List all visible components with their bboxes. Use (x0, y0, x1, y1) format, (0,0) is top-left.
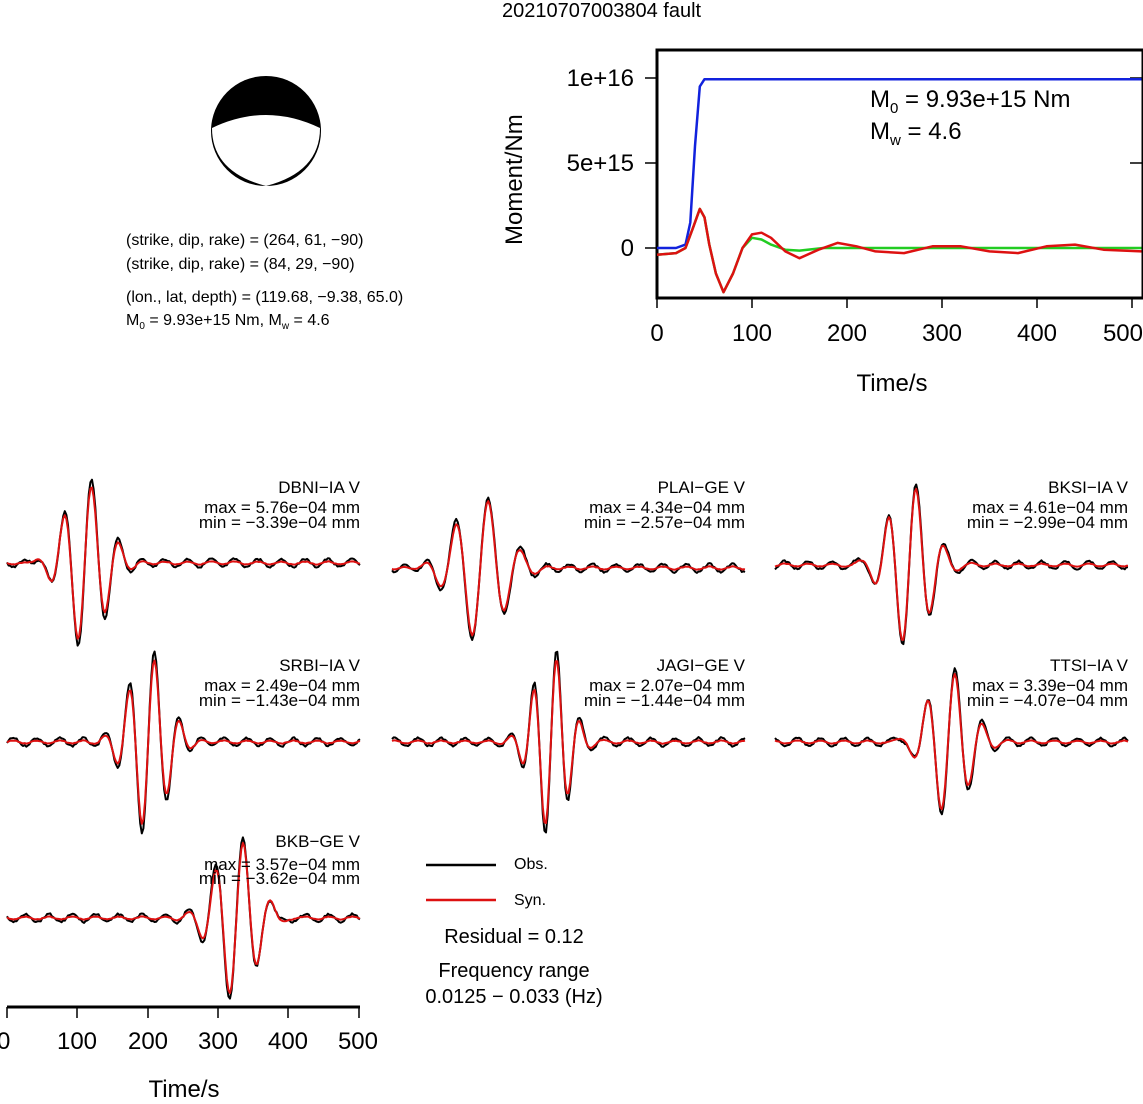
moment-xtick-0: 0 (650, 320, 664, 347)
moment-annot-m0: M0 = 9.93e+15 Nm (870, 86, 1071, 117)
wave-3-max: max = 4.61e−04 mm (972, 498, 1128, 517)
wave-xtick-4: 400 (267, 1028, 309, 1055)
focal-location: (lon., lat, depth) = (119.68, −9.38, 65.… (126, 289, 404, 306)
focal-plane-2: (strike, dip, rake) = (84, 29, −90) (126, 256, 355, 273)
wave-xlabel: Time/s (148, 1076, 220, 1103)
moment-series-group (656, 77, 1142, 294)
wave-4-min: min = −1.43e−04 mm (198, 691, 360, 710)
wave-5-station: JAGI−GE V (656, 656, 745, 675)
legend-syn-label: Syn. (514, 892, 547, 909)
wave-2-station: PLAI−GE V (657, 478, 745, 497)
waveform-2-syn-trace (391, 500, 746, 637)
wave-3-min: min = −2.99e−04 mm (966, 513, 1128, 532)
moment-ytick-2: 5e+15 (566, 150, 634, 177)
frequency-label: Frequency range (438, 960, 590, 982)
wave-xtick-5: 500 (337, 1028, 378, 1055)
waveform-series-group (6, 478, 1129, 1000)
moment-ytick-3: 0 (620, 235, 634, 262)
moment-xtick-4: 400 (1016, 320, 1058, 347)
moment-ytick-1: 1e+16 (566, 65, 634, 92)
moment-annot-mw: Mw = 4.6 (870, 118, 962, 149)
wave-6-min: min = −4.07e−04 mm (966, 691, 1128, 710)
wave-xtick-0: 0 (0, 1028, 11, 1055)
wave-1-max: max = 5.76e−04 mm (204, 498, 360, 517)
wave-xtick-2: 200 (127, 1028, 169, 1055)
wave-xtick-3: 300 (197, 1028, 239, 1055)
wave-1-station: DBNI−IA V (278, 478, 360, 497)
moment-plot-box (655, 48, 1143, 300)
waveform-7-syn-trace (6, 841, 361, 995)
wave-6-station: TTSI−IA V (1050, 656, 1128, 675)
waveform-3-syn-trace (774, 487, 1128, 641)
focal-plane-1: (strike, dip, rake) = (264, 61, −90) (126, 232, 364, 249)
moment-xlabel: Time/s (856, 370, 928, 397)
focal-magnitude: M0 = 9.93e+15 Nm, Mw = 4.6 (126, 312, 330, 333)
wave-7-min: min = −3.62e−04 mm (198, 869, 360, 888)
moment-xaxis-ticks (656, 298, 1133, 308)
wave-4-max: max = 2.49e−04 mm (204, 676, 360, 695)
moment-xtick-3: 300 (921, 320, 963, 347)
wave-4-station: SRBI−IA V (279, 656, 360, 675)
wave-xtick-1: 100 (56, 1028, 98, 1055)
frequency-value: 0.0125 − 0.033 (Hz) (425, 986, 603, 1008)
waveform-5-syn-trace (391, 660, 746, 825)
moment-xtick-2: 200 (826, 320, 868, 347)
wave-1-min: min = −3.39e−04 mm (198, 513, 360, 532)
residual-text: Residual = 0.12 (444, 926, 584, 948)
wave-2-min: min = −2.57e−04 mm (583, 513, 745, 532)
waveform-6-syn-trace (774, 672, 1129, 811)
moment-series-line-3 (656, 207, 1142, 294)
waveform-time-axis (6, 1005, 360, 1018)
legend-obs-label: Obs. (514, 856, 548, 873)
moment-ylabel: Moment/Nm (501, 114, 528, 245)
beachball-icon (211, 76, 321, 186)
moment-xtick-5: 500 (1102, 320, 1143, 347)
figure-title: 20210707003804 fault (502, 0, 702, 22)
wave-6-max: max = 3.39e−04 mm (972, 676, 1128, 695)
waveform-1-syn-trace (6, 486, 361, 640)
wave-7-max: max = 3.57e−04 mm (204, 855, 360, 874)
wave-5-max: max = 2.07e−04 mm (589, 676, 745, 695)
wave-5-min: min = −1.44e−04 mm (583, 691, 745, 710)
waveform-4-syn-trace (6, 659, 361, 825)
waveform-5-obs-trace (391, 650, 746, 834)
wave-2-max: max = 4.34e−04 mm (589, 498, 745, 517)
wave-3-station: BKSI−IA V (1048, 478, 1128, 497)
wave-7-station: BKB−GE V (275, 832, 360, 851)
moment-xtick-1: 100 (731, 320, 773, 347)
